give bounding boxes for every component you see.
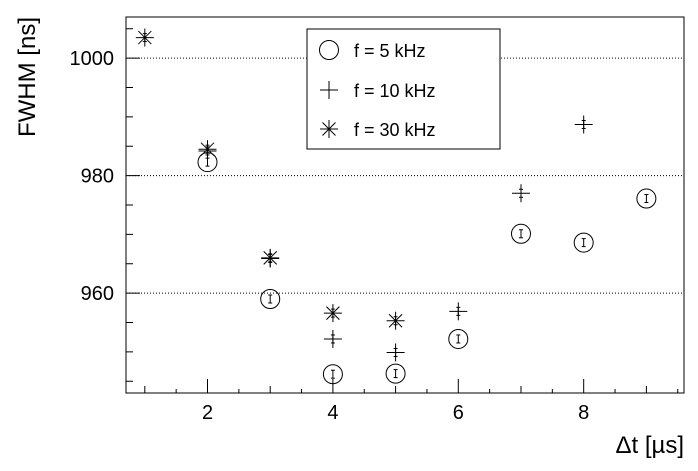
data-point [510,223,531,244]
x-tick-label: 6 [453,402,464,424]
x-tick-label: 2 [202,402,213,424]
marker-circle [573,232,594,253]
series-3 [135,28,405,330]
legend: f = 5 kHz f = 10 kHz f = 30 kHz [306,28,501,150]
y-tick-label: 960 [81,283,114,305]
legend-item: f = 5 kHz [319,40,426,61]
legend-item: f = 30 kHz [320,120,436,140]
data-point [574,115,593,134]
x-axis-ticks [144,379,679,393]
marker-circle [322,364,343,385]
x-tick-labels: 2 4 6 8 [202,402,589,424]
data-point [135,28,154,47]
data-point [573,232,594,253]
marker-circle [260,289,281,309]
data-point [511,184,530,203]
data-point [323,304,342,323]
x-tick-label: 4 [327,402,338,424]
series-1 [197,152,657,385]
data-point [448,328,469,349]
legend-label: f = 30 kHz [354,120,436,140]
y-tick-label: 980 [81,166,114,188]
marker-circle [385,363,406,384]
legend-label: f = 10 kHz [354,81,436,101]
y-axis-ticks [126,28,140,382]
x-axis-title: Δt [µs] [615,432,684,459]
legend-box [306,28,501,150]
data-points [135,28,657,385]
data-point [386,343,405,362]
data-point [260,289,281,309]
y-tick-labels: 960 980 1000 [70,48,115,305]
marker-circle [448,328,469,349]
marker-circle [636,188,657,209]
marker-diag [322,122,336,136]
data-point [261,248,280,267]
marker-circle [319,40,339,60]
y-tick-label: 1000 [70,48,115,70]
data-point [449,302,468,321]
data-point [198,140,217,159]
data-point [322,364,343,385]
legend-item: f = 10 kHz [320,81,436,101]
legend-label: f = 5 kHz [354,41,426,61]
data-point [385,363,406,384]
y-axis-title: FWHM [ns] [14,17,41,137]
marker-circle [510,223,531,244]
data-point [386,311,405,330]
x-tick-label: 8 [578,402,589,424]
data-point [636,188,657,209]
data-point [323,329,342,348]
